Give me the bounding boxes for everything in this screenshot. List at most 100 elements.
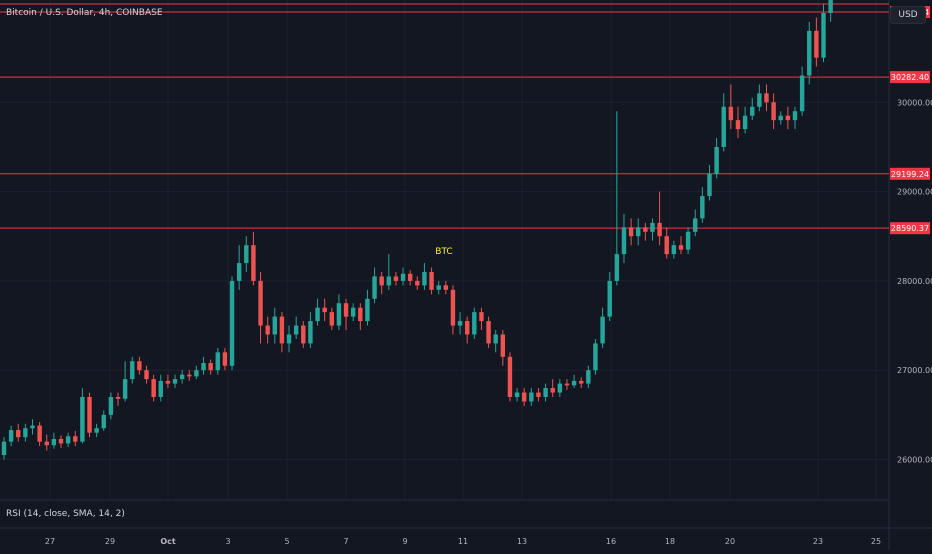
candle-body <box>8 430 14 442</box>
candle-body <box>393 276 399 281</box>
candle-body <box>636 227 641 237</box>
candle-body <box>350 307 356 317</box>
time-axis[interactable]: 27 29 Oct 3 5 7 9 11 13 16 18 20 23 25 <box>45 537 881 546</box>
price-tick-label: 29000.00 <box>897 188 932 197</box>
candle-body <box>536 392 541 397</box>
candle-body <box>158 380 163 397</box>
candle-body <box>814 30 819 58</box>
level-badge-label: 30282.40 <box>891 73 929 82</box>
candle-body <box>735 120 741 130</box>
time-tick-label: 13 <box>517 537 527 546</box>
candle-body <box>293 325 299 335</box>
candle-body <box>443 285 449 290</box>
candle-body <box>436 285 441 290</box>
candle-body <box>415 280 420 286</box>
candle-body <box>799 75 805 112</box>
level-lines[interactable] <box>0 0 889 229</box>
candle-body <box>785 115 791 121</box>
candle-body <box>614 254 620 281</box>
candle-body <box>137 361 142 371</box>
candle-body <box>664 236 669 255</box>
price-tick-label: 26000.00 <box>897 456 932 465</box>
candle-body <box>728 106 734 121</box>
candle-body <box>493 334 498 344</box>
candle-body <box>101 414 106 429</box>
candle-body <box>621 227 627 255</box>
candle-body <box>222 352 228 366</box>
grid <box>0 0 889 500</box>
candles <box>1 0 833 460</box>
level-badge <box>890 71 930 84</box>
candle-body <box>286 334 292 344</box>
candle-body <box>457 321 463 326</box>
candle-body <box>721 106 726 147</box>
candle-body <box>742 115 748 130</box>
candle-body <box>750 106 755 116</box>
candle-body <box>58 438 64 444</box>
candle-body <box>87 396 92 433</box>
candle-body <box>593 343 598 371</box>
candle-body <box>600 316 605 344</box>
candle-body <box>336 303 342 326</box>
candle-body <box>329 312 335 326</box>
candle-body <box>386 276 392 286</box>
candle-body <box>122 379 128 399</box>
candle-body <box>828 0 833 14</box>
candle-body <box>579 380 584 384</box>
candle-body <box>693 218 698 232</box>
price-tick-label: 27000.00 <box>897 366 932 375</box>
candle-body <box>179 374 185 380</box>
candle-body <box>215 352 220 371</box>
candle-body <box>514 392 520 397</box>
candle-body <box>486 321 491 344</box>
candle-body <box>422 271 427 286</box>
candle-body <box>657 222 662 237</box>
candle-body <box>450 289 456 326</box>
candle-body <box>685 231 691 250</box>
candle-body <box>628 227 634 237</box>
candle-body <box>472 312 477 335</box>
candle-body <box>671 245 677 255</box>
candle-body <box>379 276 384 286</box>
price-tick-label: 28000.00 <box>897 277 932 286</box>
candle-body <box>301 325 306 344</box>
candle-body <box>251 245 256 281</box>
candle-body <box>792 111 798 121</box>
candle-body <box>208 363 213 371</box>
candle-body <box>30 425 35 429</box>
time-tick-label: 20 <box>725 537 735 546</box>
candle-body <box>757 93 762 107</box>
time-tick-label: 5 <box>284 537 289 546</box>
candle-body <box>272 316 277 335</box>
candle-body <box>707 173 712 197</box>
rsi-indicator-label[interactable]: RSI (14, close, SMA, 14, 2) <box>6 509 125 519</box>
time-tick-label: 23 <box>813 537 823 546</box>
candle-body <box>821 13 826 58</box>
candle-body <box>407 273 413 281</box>
candle-body <box>258 280 263 326</box>
price-axis[interactable]: 26000.00 27000.00 28000.00 29000.00 30000.00… <box>897 0 932 465</box>
candle-body <box>187 374 192 377</box>
candle-body <box>1 441 7 456</box>
level-badge-label: 29199.24 <box>891 170 929 179</box>
time-tick-label: 18 <box>665 537 675 546</box>
candle-body <box>44 441 49 446</box>
candle-body <box>279 316 285 344</box>
candle-body <box>151 379 156 397</box>
time-tick-label: 9 <box>402 537 407 546</box>
candle-body <box>65 436 71 444</box>
currency-button[interactable]: USD <box>890 6 926 24</box>
candle-body <box>571 380 577 386</box>
candle-body <box>643 227 648 232</box>
candle-body <box>650 222 655 232</box>
candle-body <box>564 383 570 386</box>
candle-body <box>807 30 812 76</box>
candle-body <box>764 93 769 103</box>
time-tick-label: 11 <box>458 537 468 546</box>
candle-body <box>315 307 320 322</box>
candle-body <box>343 303 349 317</box>
symbol-title[interactable]: Bitcoin / U.S. Dollar, 4h, COINBASE <box>6 8 163 18</box>
